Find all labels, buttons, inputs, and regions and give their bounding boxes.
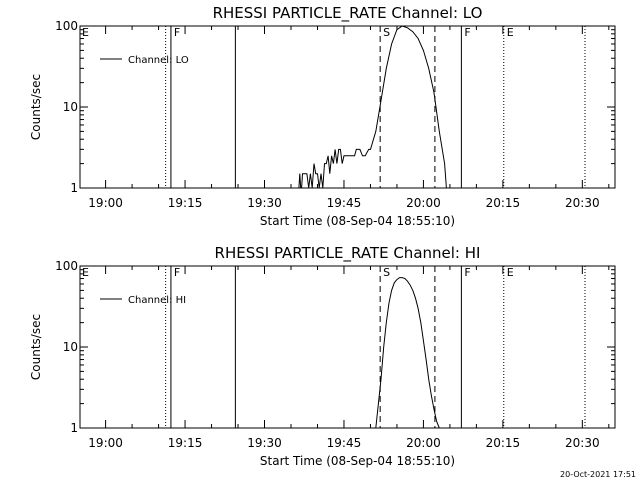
panel-lo: RHESSI PARTICLE_RATE Channel: LO 19:00 19:… — [29, 4, 616, 228]
y-tick-label: 10 — [63, 340, 78, 354]
x-tick-label: 20:30 — [565, 436, 600, 450]
marker-label: F — [464, 266, 470, 279]
legend-entry: Channel: LO — [128, 55, 189, 66]
y-tick-label: 100 — [55, 19, 78, 33]
series-line — [298, 25, 447, 189]
x-tick-label: 20:00 — [406, 436, 441, 450]
x-tick-label: 20:15 — [486, 196, 521, 210]
marker-label: S — [383, 266, 390, 279]
y-tick-label: 1 — [70, 181, 78, 195]
x-tick-label: 19:45 — [327, 436, 362, 450]
x-tick-label: 19:15 — [168, 436, 203, 450]
y-tick-label: 100 — [55, 259, 78, 273]
chart-title: RHESSI PARTICLE_RATE Channel: LO — [213, 4, 483, 23]
x-tick-label: 20:30 — [565, 196, 600, 210]
x-tick-label: 19:15 — [168, 196, 203, 210]
marker-label: E — [507, 266, 514, 279]
y-axis-label: Counts/sec — [29, 74, 43, 140]
x-axis-label: Start Time (08-Sep-04 18:55:10) — [260, 454, 455, 468]
marker-label: F — [464, 26, 470, 39]
plot-frame — [79, 25, 616, 189]
x-tick-label: 19:00 — [88, 196, 123, 210]
x-tick-label: 19:30 — [247, 196, 282, 210]
marker-label: E — [507, 26, 514, 39]
footer-timestamp: 20-Oct-2021 17:51 — [560, 470, 636, 479]
x-tick-label: 20:00 — [406, 196, 441, 210]
marker-label: E — [82, 266, 89, 279]
y-axis-label: Counts/sec — [29, 314, 43, 380]
panel-hi: RHESSI PARTICLE_RATE Channel: HI 19:00 19:… — [29, 244, 616, 468]
x-tick-label: 19:45 — [327, 196, 362, 210]
marker-label: E — [82, 26, 89, 39]
marker-label: F — [174, 266, 180, 279]
legend-entry: Channel: HI — [128, 295, 186, 306]
y-tick-label: 10 — [63, 100, 78, 114]
marker-label: S — [383, 26, 390, 39]
x-tick-label: 20:15 — [486, 436, 521, 450]
plot-frame — [79, 265, 616, 429]
x-axis-label: Start Time (08-Sep-04 18:55:10) — [260, 214, 455, 228]
x-tick-label: 19:30 — [247, 436, 282, 450]
y-tick-label: 1 — [70, 421, 78, 435]
chart-title: RHESSI PARTICLE_RATE Channel: HI — [215, 244, 481, 263]
series-line — [375, 277, 440, 429]
x-tick-label: 19:00 — [88, 436, 123, 450]
marker-label: F — [174, 26, 180, 39]
